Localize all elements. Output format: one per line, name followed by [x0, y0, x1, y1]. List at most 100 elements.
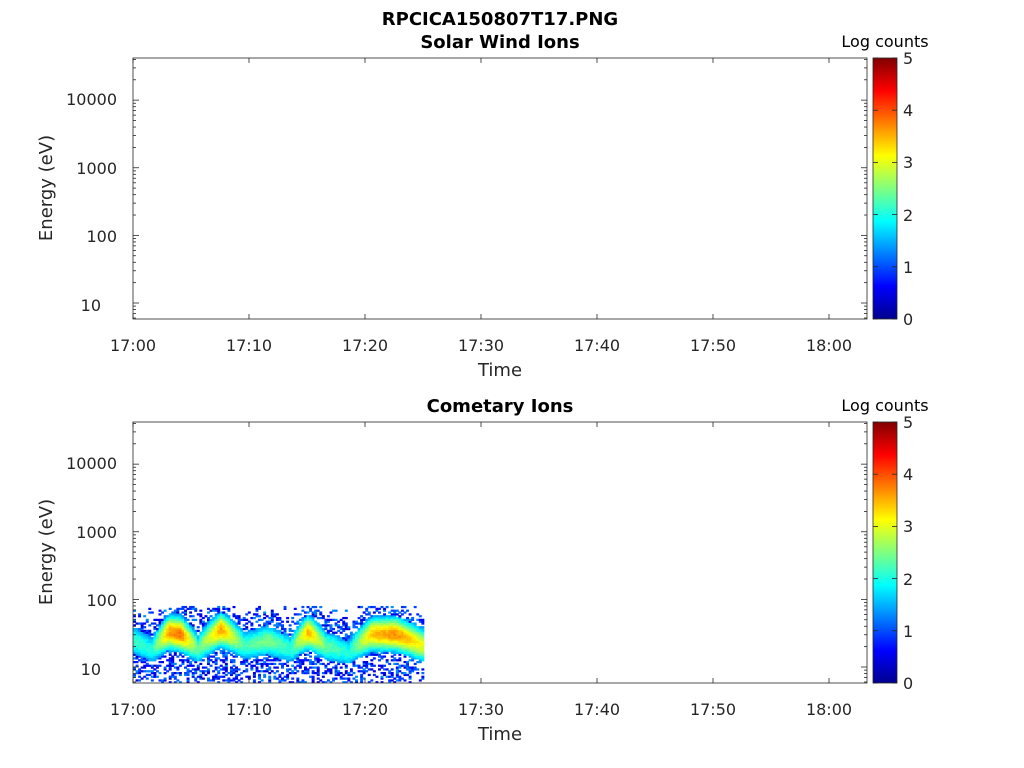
spectrogram-cell: [186, 677, 190, 680]
spectrogram-cell: [196, 651, 200, 655]
spectrogram-cell: [273, 659, 277, 662]
spectrogram-cell: [383, 671, 387, 675]
spectrogram-cell: [365, 670, 369, 673]
spectrogram-cell: [352, 648, 356, 651]
spectrogram-cell: [255, 631, 259, 634]
spectrogram-cell: [408, 651, 412, 655]
spectrogram-cell: [303, 666, 307, 669]
spectrogram-cell: [385, 633, 389, 636]
spectrogram-cell: [278, 618, 282, 622]
spectrogram-cell: [316, 616, 320, 620]
spectrogram-cell: [326, 620, 330, 623]
spectrogram-cell: [168, 613, 172, 616]
spectrogram-cell: [375, 681, 379, 683]
spectrogram-cell: [303, 668, 307, 671]
spectrogram-cell: [380, 651, 384, 655]
spectrogram-cell: [421, 635, 425, 638]
spectrogram-cell: [217, 671, 221, 675]
spectrogram-cell: [209, 648, 213, 651]
spectrogram-cell: [265, 620, 269, 623]
spectrogram-cell: [229, 627, 233, 631]
spectrogram-cell: [161, 633, 165, 636]
spectrogram-cell: [365, 664, 369, 667]
spectrogram-cell: [362, 624, 366, 627]
spectrogram-cell: [309, 635, 313, 638]
spectrogram-cell: [173, 675, 177, 678]
spectrogram-cell: [309, 626, 313, 629]
spectrogram-cell: [360, 653, 364, 656]
spectrogram-cell: [176, 624, 180, 627]
spectrogram-cell: [385, 642, 389, 645]
spectrogram-cell: [181, 611, 185, 614]
spectrogram-cell: [173, 649, 177, 653]
spectrogram-cell: [186, 657, 190, 660]
spectrogram-cell: [224, 659, 228, 662]
spectrogram-cell: [303, 631, 307, 634]
spectrogram-cell: [301, 670, 305, 673]
spectrogram-cell: [306, 629, 310, 633]
spectrogram-cell: [362, 653, 366, 656]
spectrogram-cell: [227, 638, 231, 642]
spectrogram-cell: [133, 620, 136, 623]
spectrogram-cell: [385, 620, 389, 623]
spectrogram-cell: [365, 651, 369, 655]
spectrogram-cell: [275, 677, 279, 680]
spectrogram-cell: [385, 637, 389, 640]
spectrogram-cell: [214, 651, 218, 655]
spectrogram-cell: [365, 626, 369, 629]
spectrogram-cell: [201, 666, 205, 669]
spectrogram-cell: [393, 629, 397, 633]
spectrogram-cell: [383, 626, 387, 629]
y-tick-label: 10: [81, 660, 101, 679]
spectrogram-cell: [168, 642, 172, 645]
spectrogram-cell: [372, 649, 376, 653]
spectrogram-cell: [273, 671, 277, 675]
spectrogram-cell: [135, 648, 139, 651]
spectrogram-cell: [395, 673, 399, 677]
spectrogram-cell: [334, 640, 338, 644]
spectrogram-cell: [349, 640, 353, 644]
spectrogram-cell: [301, 662, 305, 666]
spectrogram-cell: [418, 648, 422, 651]
spectrogram-cell: [204, 666, 208, 669]
spectrogram-cell: [189, 642, 193, 645]
spectrogram-cell: [219, 626, 223, 629]
spectrogram-cell: [171, 615, 175, 618]
spectrogram-cell: [408, 622, 412, 625]
spectrogram-cell: [168, 635, 172, 638]
spectrogram-cell: [385, 615, 389, 618]
spectrogram-cell: [377, 638, 381, 642]
spectrogram-cell: [217, 640, 221, 644]
spectrogram-cell: [143, 629, 147, 633]
spectrogram-cell: [281, 671, 284, 675]
spectrogram-cell: [240, 662, 244, 666]
spectrogram-cell: [263, 635, 267, 638]
spectrogram-cell: [181, 622, 185, 625]
spectrogram-cell: [173, 653, 177, 656]
spectrogram-cell: [207, 611, 210, 614]
spectrogram-cell: [306, 616, 310, 620]
spectrogram-cell: [168, 668, 172, 671]
spectrogram-cell: [204, 626, 208, 629]
spectrogram-cell: [370, 642, 374, 645]
spectrogram-cell: [224, 629, 228, 633]
spectrogram-cell: [212, 670, 216, 673]
spectrogram-cell: [212, 644, 216, 647]
spectrogram-cell: [380, 629, 384, 633]
spectrogram-cell: [194, 638, 198, 642]
spectrogram-cell: [232, 637, 236, 640]
spectrogram-cell: [173, 613, 177, 616]
spectrogram-cell: [178, 673, 182, 677]
spectrogram-cell: [173, 631, 177, 634]
spectrogram-cell: [408, 627, 412, 631]
spectrogram-cell: [224, 666, 228, 669]
spectrogram-cell: [227, 616, 231, 620]
spectrogram-cell: [207, 640, 210, 644]
spectrogram-cell: [247, 633, 251, 636]
spectrogram-cell: [344, 649, 348, 653]
spectrogram-cell: [263, 629, 267, 633]
spectrogram-cell: [161, 642, 165, 645]
spectrogram-cell: [398, 611, 402, 614]
spectrogram-cell: [242, 651, 246, 655]
spectrogram-cell: [375, 637, 379, 640]
